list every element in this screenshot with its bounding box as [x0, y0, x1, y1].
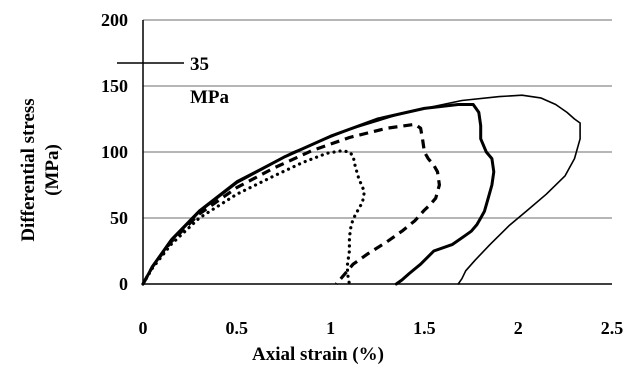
series-line-2-dashed — [141, 122, 441, 286]
y-tick-label: 0 — [119, 274, 128, 294]
series-line-1-dotted — [141, 149, 366, 286]
series-line-4-solid-thin — [142, 94, 581, 285]
legend-label-line-1: 35 — [190, 54, 209, 75]
y-tick-label: 150 — [101, 76, 128, 96]
data-series — [141, 94, 581, 286]
gridlines — [143, 19, 612, 219]
x-tick-labels: 0 0.5 1 1.5 2 2.5 — [139, 318, 624, 338]
axes — [142, 20, 612, 285]
legend-label-line-2: MPa — [190, 87, 230, 108]
x-tick-label: 2 — [514, 318, 523, 338]
y-axis-title-line-1: Differential stress — [18, 98, 39, 241]
x-axis-title: Axial strain (%) — [252, 344, 384, 365]
x-tick-label: 1 — [326, 318, 335, 338]
y-tick-labels: 0 50 100 150 200 — [101, 10, 128, 294]
y-tick-label: 100 — [101, 142, 128, 162]
x-tick-label: 0.5 — [226, 318, 249, 338]
series-line-3-solid-thick — [141, 103, 496, 286]
x-tick-label: 1.5 — [413, 318, 436, 338]
legend: 35 MPa — [117, 54, 230, 108]
x-tick-label: 2.5 — [601, 318, 624, 338]
y-tick-label: 200 — [101, 10, 128, 30]
x-tick-label: 0 — [139, 318, 148, 338]
y-axis-title-line-2: (MPa) — [42, 144, 63, 196]
y-tick-label: 50 — [110, 208, 128, 228]
